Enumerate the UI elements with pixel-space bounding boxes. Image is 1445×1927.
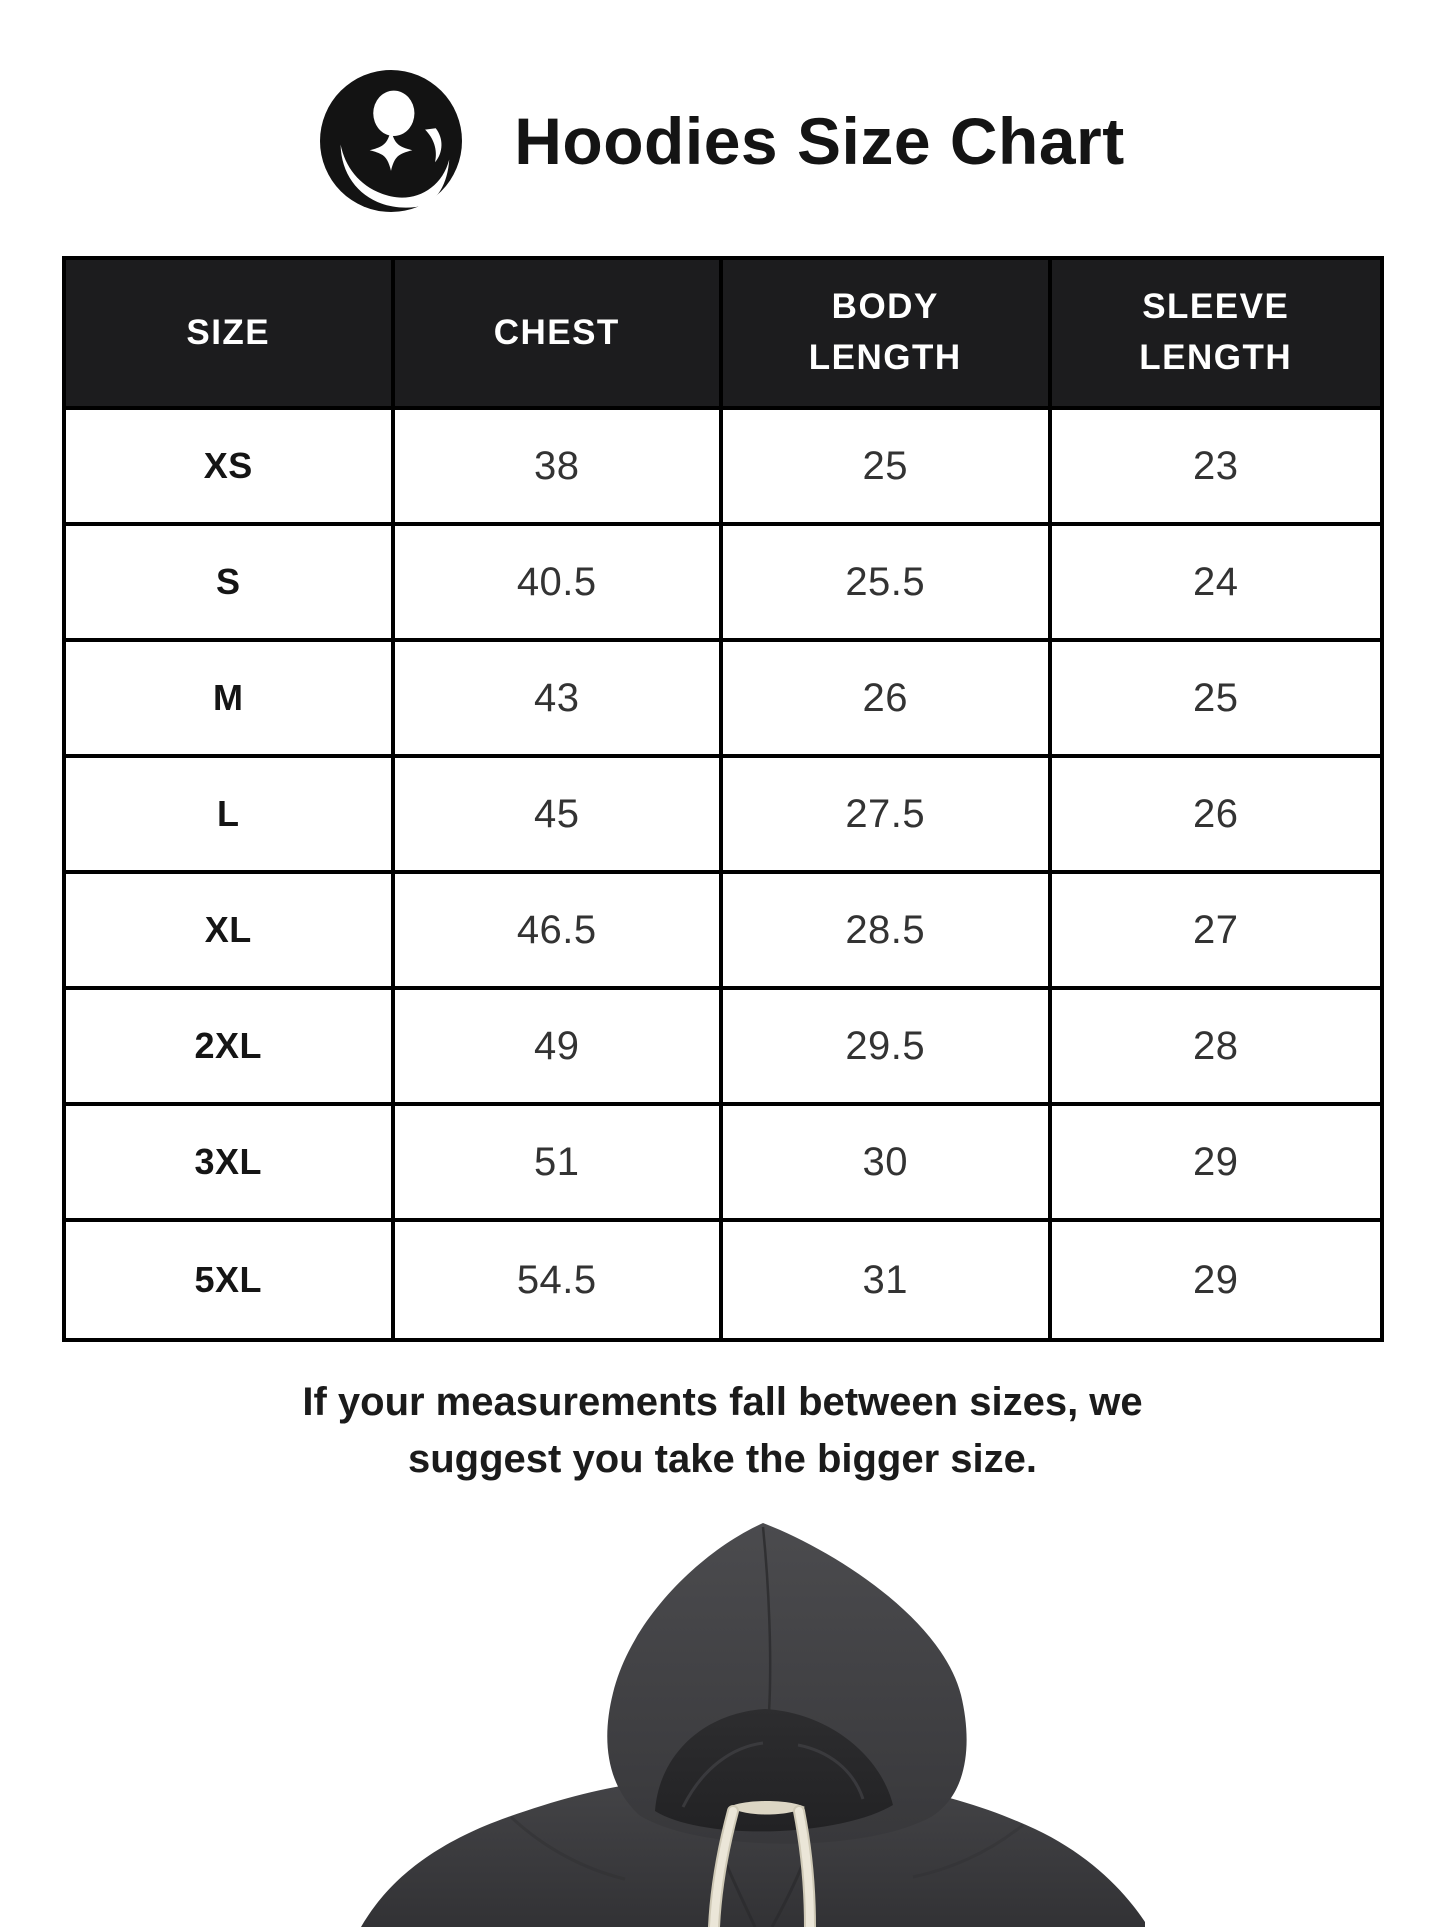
hoodie-illustration: [361, 1523, 1145, 1927]
body-length-value: 30: [723, 1106, 1052, 1222]
chest-value: 46.5: [394, 874, 723, 990]
body-length-value: 27.5: [723, 758, 1052, 874]
chest-value: 38: [394, 410, 723, 526]
table-row-xs: XS 38 25 23: [66, 410, 1380, 526]
sleeve-length-value: 26: [1051, 758, 1380, 874]
table-row-2xl: 2XL 49 29.5 28: [66, 990, 1380, 1106]
table-row-s: S 40.5 25.5 24: [66, 526, 1380, 642]
chest-value: 54.5: [395, 1222, 723, 1338]
page-title: Hoodies Size Chart: [514, 104, 1125, 178]
column-header-size: SIZE: [66, 260, 395, 410]
column-header-chest: CHEST: [394, 260, 723, 410]
size-cell: L: [66, 758, 395, 874]
sleeve-length-value: 29: [1193, 1257, 1239, 1302]
size-cell: S: [66, 526, 395, 642]
body-length-value: 29.5: [723, 990, 1052, 1106]
size-cell: 3XL: [66, 1106, 395, 1222]
body-length-value: 25: [723, 410, 1052, 526]
table-row-3xl: 3XL 51 30 29: [66, 1106, 1380, 1222]
size-cell: M: [66, 642, 395, 758]
hoodie-photo: [283, 1517, 1163, 1927]
size-cell: XL: [66, 874, 395, 990]
sleeve-length-value: 25: [1051, 642, 1380, 758]
body-length-value: 26: [723, 642, 1052, 758]
body-length-value: 25.5: [723, 526, 1052, 642]
column-header-body-length: BODY LENGTH: [723, 260, 1052, 410]
sleeve-length-value: 23: [1051, 410, 1380, 526]
size-cell: 2XL: [66, 990, 395, 1106]
chest-value: 45: [394, 758, 723, 874]
body-length-value: 28.5: [723, 874, 1052, 990]
chest-value: 49: [394, 990, 723, 1106]
size-cell: XS: [66, 410, 395, 526]
table-row-m: M 43 26 25: [66, 642, 1380, 758]
table-row-5xl: 5XL 54.5 31 29: [66, 1222, 1380, 1338]
body-length-value: 31: [723, 1222, 1052, 1338]
column-header-sleeve-length: SLEEVE LENGTH: [1051, 260, 1380, 410]
brand-header: Hoodies Size Chart: [0, 68, 1445, 214]
chest-value: 51: [394, 1106, 723, 1222]
brand-logo-icon: [320, 70, 463, 212]
sleeve-length-value: 28: [1051, 990, 1380, 1106]
size-chart-table: SIZE CHEST BODY LENGTH SLEEVE LENGTH XS …: [62, 256, 1384, 1342]
sizing-note: If your measurements fall between sizes,…: [302, 1380, 1143, 1481]
sleeve-length-value: 29: [1051, 1106, 1380, 1222]
sleeve-length-value: 24: [1051, 526, 1380, 642]
table-header-row: SIZE CHEST BODY LENGTH SLEEVE LENGTH: [66, 260, 1380, 410]
chest-value: 43: [394, 642, 723, 758]
table-row-l: L 45 27.5 26: [66, 758, 1380, 874]
size-cell: 5XL: [66, 1222, 395, 1338]
chest-value: 40.5: [394, 526, 723, 642]
sleeve-length-value: 27: [1051, 874, 1380, 990]
table-row-xl: XL 46.5 28.5 27: [66, 874, 1380, 990]
mother-and-child-logo-graphic: [320, 70, 463, 212]
